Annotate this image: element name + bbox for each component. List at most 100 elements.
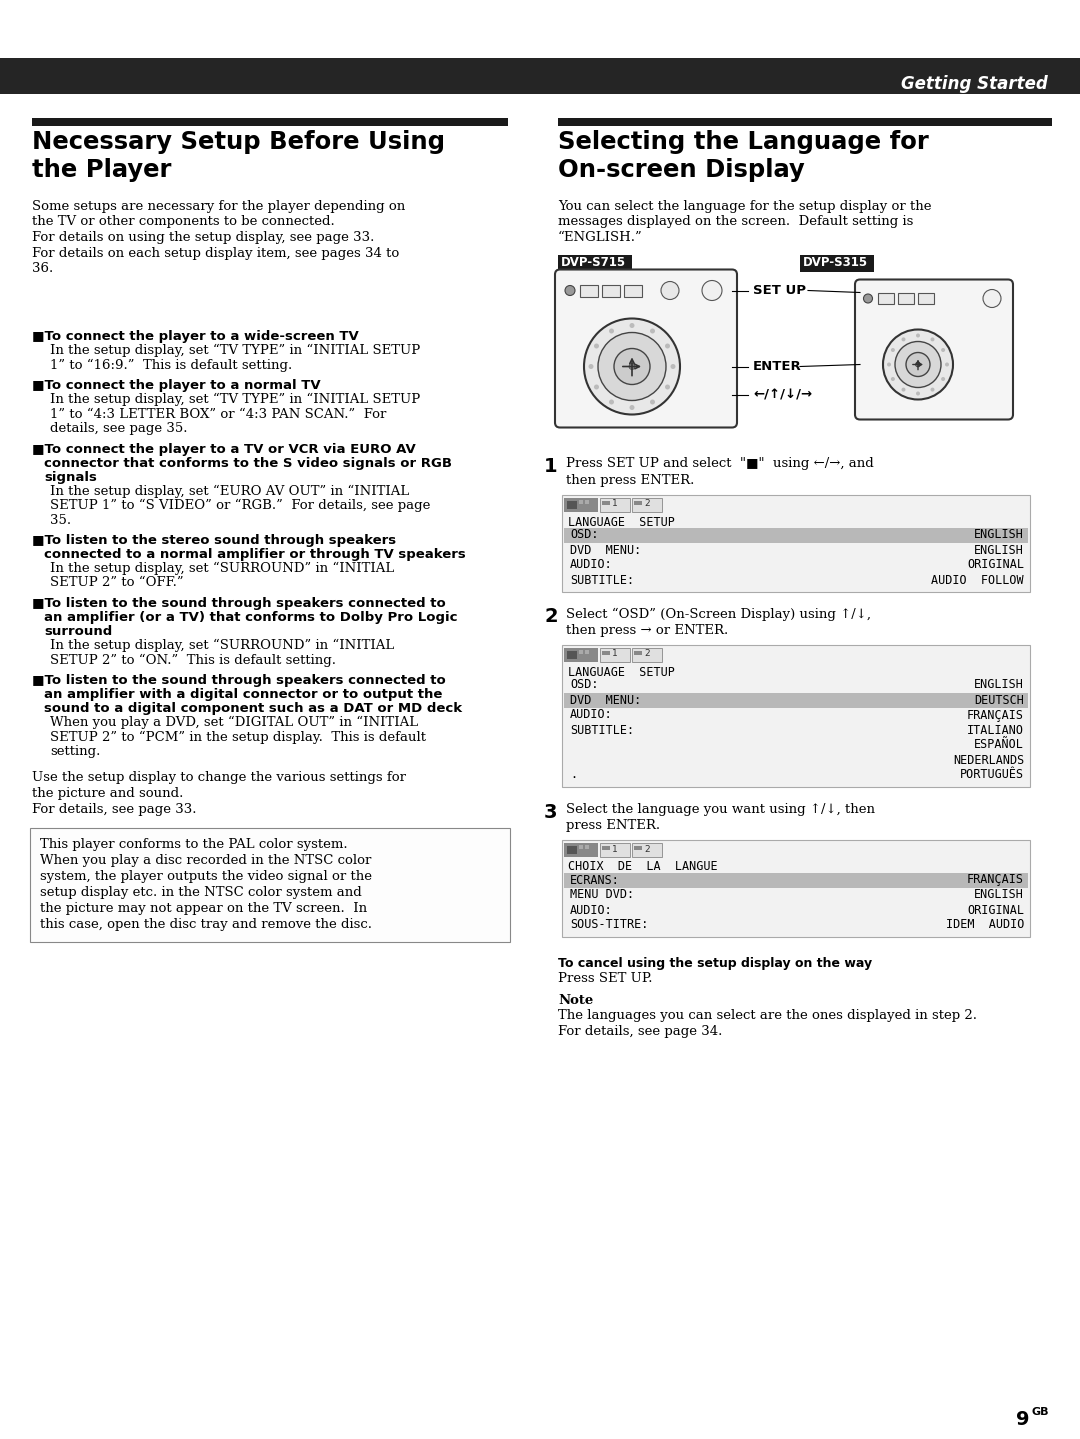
Bar <box>579 845 583 849</box>
Text: ■To listen to the sound through speakers connected to: ■To listen to the sound through speakers… <box>32 673 446 686</box>
Circle shape <box>931 337 934 341</box>
Text: ■To connect the player to a normal TV: ■To connect the player to a normal TV <box>32 378 321 391</box>
Bar <box>878 292 894 304</box>
Text: 2: 2 <box>544 607 557 626</box>
Circle shape <box>609 400 615 404</box>
Circle shape <box>941 348 945 353</box>
Bar <box>562 495 1030 591</box>
Text: 2: 2 <box>644 845 650 853</box>
Circle shape <box>883 330 953 400</box>
Text: DVP-S715: DVP-S715 <box>561 256 626 269</box>
Text: SETUP 1” to “S VIDEO” or “RGB.”  For details, see page: SETUP 1” to “S VIDEO” or “RGB.” For deta… <box>50 499 430 512</box>
Text: Note: Note <box>558 994 593 1007</box>
Bar <box>579 649 583 653</box>
Text: then press ENTER.: then press ENTER. <box>566 473 694 486</box>
Circle shape <box>902 337 905 341</box>
Text: NEDERLANDS: NEDERLANDS <box>953 754 1024 767</box>
Circle shape <box>650 400 654 404</box>
Text: Select the language you want using ↑/↓, then: Select the language you want using ↑/↓, … <box>566 803 875 816</box>
Circle shape <box>598 332 666 400</box>
Text: On-screen Display: On-screen Display <box>558 158 805 181</box>
Bar <box>30 827 510 943</box>
Text: the TV or other components to be connected.: the TV or other components to be connect… <box>32 216 335 229</box>
Circle shape <box>565 285 575 295</box>
Circle shape <box>931 387 934 391</box>
Bar <box>632 648 662 662</box>
Circle shape <box>906 353 930 377</box>
Text: connector that conforms to the S video signals or RGB: connector that conforms to the S video s… <box>44 456 453 469</box>
Circle shape <box>650 328 654 334</box>
Text: ←/↑/↓/→: ←/↑/↓/→ <box>753 389 812 401</box>
Circle shape <box>916 334 920 338</box>
Circle shape <box>916 363 920 367</box>
Text: DEUTSCH: DEUTSCH <box>974 694 1024 707</box>
Text: ENGLISH: ENGLISH <box>974 544 1024 557</box>
FancyBboxPatch shape <box>855 279 1013 420</box>
Text: Getting Started: Getting Started <box>901 75 1048 94</box>
Text: To cancel using the setup display on the way: To cancel using the setup display on the… <box>558 957 873 970</box>
Circle shape <box>594 344 599 348</box>
Text: Selecting the Language for: Selecting the Language for <box>558 130 929 154</box>
Text: ■To listen to the stereo sound through speakers: ■To listen to the stereo sound through s… <box>32 534 396 547</box>
Text: CHOIX  DE  LA  LANGUE: CHOIX DE LA LANGUE <box>568 861 717 873</box>
Text: surround: surround <box>44 625 112 637</box>
Text: then press → or ENTER.: then press → or ENTER. <box>566 625 728 637</box>
Bar <box>624 285 642 296</box>
FancyBboxPatch shape <box>555 269 737 427</box>
Text: 1” to “4:3 LETTER BOX” or “4:3 PAN SCAN.”  For: 1” to “4:3 LETTER BOX” or “4:3 PAN SCAN.… <box>50 407 387 420</box>
Text: MENU DVD:: MENU DVD: <box>570 888 634 901</box>
Text: system, the player outputs the video signal or the: system, the player outputs the video sig… <box>40 871 372 884</box>
Text: In the setup display, set “TV TYPE” in “INITIAL SETUP: In the setup display, set “TV TYPE” in “… <box>50 344 420 357</box>
Text: 1” to “16:9.”  This is default setting.: 1” to “16:9.” This is default setting. <box>50 358 293 371</box>
Text: ORIGINAL: ORIGINAL <box>967 904 1024 917</box>
Text: Use the setup display to change the various settings for: Use the setup display to change the vari… <box>32 771 406 784</box>
Bar <box>600 648 630 662</box>
Text: “ENGLISH.”: “ENGLISH.” <box>558 232 643 245</box>
Text: GB: GB <box>1031 1407 1049 1417</box>
Bar <box>585 845 589 849</box>
Text: ENGLISH: ENGLISH <box>974 679 1024 692</box>
Text: ■To listen to the sound through speakers connected to: ■To listen to the sound through speakers… <box>32 597 446 610</box>
Text: details, see page 35.: details, see page 35. <box>50 422 188 435</box>
Text: 35.: 35. <box>50 514 71 527</box>
Text: ■To connect the player to a wide-screen TV: ■To connect the player to a wide-screen … <box>32 330 359 342</box>
Text: PORTUGUÊS: PORTUGUÊS <box>960 768 1024 781</box>
Bar <box>564 872 1028 888</box>
Text: ENTER: ENTER <box>753 360 801 373</box>
Circle shape <box>945 363 949 367</box>
Bar <box>558 255 632 272</box>
Text: OSD:: OSD: <box>570 679 598 692</box>
Text: 3: 3 <box>544 803 557 822</box>
Bar <box>634 846 642 849</box>
Circle shape <box>615 348 650 384</box>
Circle shape <box>887 363 891 367</box>
Circle shape <box>609 328 615 334</box>
Text: SET UP: SET UP <box>753 283 806 296</box>
Text: For details on using the setup display, see page 33.: For details on using the setup display, … <box>32 232 375 245</box>
Text: ■To connect the player to a TV or VCR via EURO AV: ■To connect the player to a TV or VCR vi… <box>32 443 416 456</box>
Bar <box>567 846 577 853</box>
Text: this case, open the disc tray and remove the disc.: this case, open the disc tray and remove… <box>40 918 372 931</box>
Text: sound to a digital component such as a DAT or MD deck: sound to a digital component such as a D… <box>44 702 462 715</box>
Text: the picture may not appear on the TV screen.  In: the picture may not appear on the TV scr… <box>40 902 367 915</box>
Circle shape <box>665 384 670 390</box>
Text: ESPAÑOL: ESPAÑOL <box>974 738 1024 751</box>
Text: connected to a normal amplifier or through TV speakers: connected to a normal amplifier or throu… <box>44 548 465 561</box>
Text: LANGUAGE  SETUP: LANGUAGE SETUP <box>568 515 675 528</box>
Text: the picture and sound.: the picture and sound. <box>32 787 184 800</box>
Circle shape <box>895 341 941 387</box>
Text: SOUS-TITRE:: SOUS-TITRE: <box>570 918 648 931</box>
Circle shape <box>665 344 670 348</box>
Text: setup display etc. in the NTSC color system and: setup display etc. in the NTSC color sys… <box>40 886 362 899</box>
Bar <box>634 501 642 505</box>
Circle shape <box>916 391 920 396</box>
Bar <box>564 498 598 511</box>
Text: In the setup display, set “TV TYPE” in “INITIAL SETUP: In the setup display, set “TV TYPE” in “… <box>50 393 420 406</box>
Circle shape <box>941 377 945 381</box>
Bar <box>0 58 1080 94</box>
Text: ITALIANO: ITALIANO <box>967 724 1024 737</box>
Text: DVD  MENU:: DVD MENU: <box>570 544 642 557</box>
Text: signals: signals <box>44 471 97 484</box>
Circle shape <box>661 282 679 299</box>
Bar <box>918 292 934 304</box>
